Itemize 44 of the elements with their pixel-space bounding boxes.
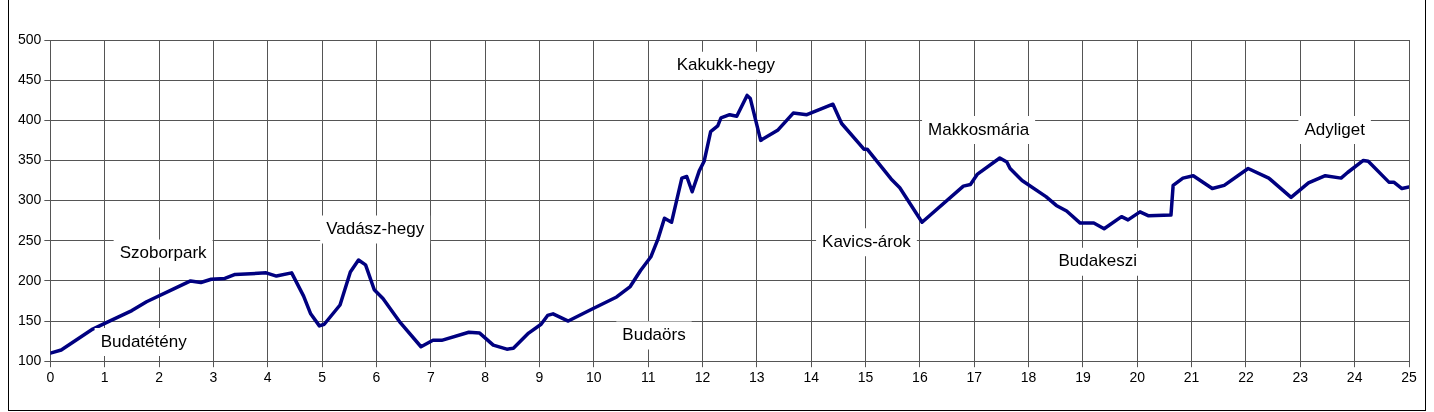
x-tick-label: 25 <box>1401 369 1417 386</box>
x-tick-label: 9 <box>535 369 544 386</box>
x-tick-label: 23 <box>1292 369 1309 386</box>
annotation: Makkosmária <box>928 119 1030 139</box>
annotation: Kakukk-hegy <box>676 55 776 75</box>
annotation: Budatétény <box>100 331 188 351</box>
x-tick-label: 7 <box>426 369 435 386</box>
y-tick-label: 400 <box>18 111 42 128</box>
y-tick-label: 150 <box>18 311 42 328</box>
x-tick-label: 0 <box>46 369 55 386</box>
annotation: Budaörs <box>622 325 686 345</box>
annotation: Vadász-hegy <box>326 219 425 239</box>
x-tick-label: 18 <box>1020 369 1037 386</box>
x-tick-label: 19 <box>1075 369 1091 386</box>
x-tick-label: 22 <box>1238 369 1254 386</box>
x-tick-label: 13 <box>749 369 765 386</box>
x-tick-label: 14 <box>803 369 820 386</box>
x-tick-label: 12 <box>694 369 711 386</box>
y-tick-label: 250 <box>18 231 42 248</box>
y-tick-label: 350 <box>18 151 42 168</box>
annotation: Kavics-árok <box>822 232 912 252</box>
x-tick-label: 3 <box>209 369 218 386</box>
x-tick-label: 17 <box>966 369 983 386</box>
x-tick-label: 21 <box>1183 369 1200 386</box>
y-tick-label: 200 <box>18 271 42 288</box>
x-tick-label: 24 <box>1346 369 1363 386</box>
x-tick-label: 20 <box>1129 369 1146 386</box>
y-tick-label: 500 <box>18 30 42 47</box>
x-tick-label: 10 <box>586 369 602 386</box>
x-tick-label: 1 <box>100 369 109 386</box>
y-tick-label: 450 <box>18 71 42 88</box>
x-tick-label: 8 <box>481 369 490 386</box>
x-tick-label: 4 <box>263 369 272 386</box>
annotation: Adyliget <box>1304 119 1366 139</box>
y-tick-label: 300 <box>18 191 42 208</box>
y-tick-label: 100 <box>18 352 42 369</box>
annotation: Budakeszi <box>1058 251 1137 271</box>
x-tick-label: 2 <box>155 369 164 386</box>
annotation: Szoborpark <box>119 243 208 263</box>
x-tick-label: 15 <box>857 369 874 386</box>
x-tick-label: 16 <box>912 369 928 386</box>
x-tick-label: 5 <box>318 369 327 386</box>
x-tick-label: 6 <box>372 369 381 386</box>
x-tick-label: 11 <box>640 369 656 386</box>
